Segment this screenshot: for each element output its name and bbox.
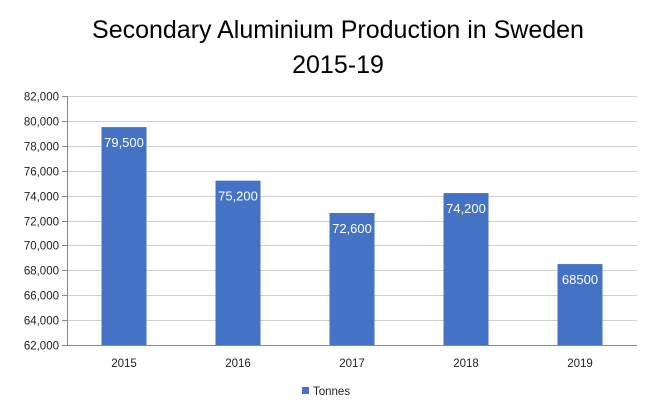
data-label-2017: 72,600 bbox=[332, 221, 372, 236]
y-tick-label: 68,000 bbox=[24, 266, 59, 278]
bar-2016 bbox=[215, 180, 261, 345]
data-labels: 79,500 75,200 72,600 74,200 68500 bbox=[104, 135, 598, 287]
y-tick-label: 70,000 bbox=[24, 241, 59, 253]
bars bbox=[101, 127, 603, 345]
bar-2019 bbox=[557, 264, 603, 345]
legend-swatch-tonnes bbox=[302, 387, 309, 394]
y-tick-label: 78,000 bbox=[24, 142, 59, 154]
y-tick-label: 62,000 bbox=[24, 341, 59, 353]
y-tick-label: 80,000 bbox=[24, 117, 59, 129]
y-tick-label: 82,000 bbox=[24, 92, 59, 104]
legend: Tonnes bbox=[302, 386, 350, 398]
data-label-2018: 74,200 bbox=[446, 201, 486, 216]
x-axis-ticks: 2015 2016 2017 2018 2019 bbox=[67, 345, 637, 370]
data-label-2015: 79,500 bbox=[104, 135, 144, 150]
y-tick-label: 64,000 bbox=[24, 316, 59, 328]
chart-title-line-2: 2015-19 bbox=[292, 51, 384, 79]
bar-2015 bbox=[101, 127, 147, 345]
bar-2018 bbox=[443, 193, 489, 345]
chart-title-line-1: Secondary Aluminium Production in Sweden bbox=[92, 16, 584, 44]
x-tick-label: 2015 bbox=[111, 358, 137, 370]
x-tick-label: 2019 bbox=[567, 358, 593, 370]
y-tick-label: 74,000 bbox=[24, 192, 59, 204]
y-tick-label: 72,000 bbox=[24, 217, 59, 229]
y-tick-label: 76,000 bbox=[24, 167, 59, 179]
data-label-2016: 75,200 bbox=[218, 189, 258, 204]
y-tick-label: 66,000 bbox=[24, 291, 59, 303]
legend-label-tonnes: Tonnes bbox=[313, 386, 350, 398]
y-axis-ticks: 62,000 64,000 66,000 68,000 70,000 72,000 74,0… bbox=[24, 92, 67, 353]
bar-2017 bbox=[329, 213, 375, 345]
x-tick-label: 2018 bbox=[453, 358, 479, 370]
x-tick-label: 2017 bbox=[339, 358, 365, 370]
data-label-2019: 68500 bbox=[562, 272, 598, 287]
x-tick-label: 2016 bbox=[225, 358, 251, 370]
